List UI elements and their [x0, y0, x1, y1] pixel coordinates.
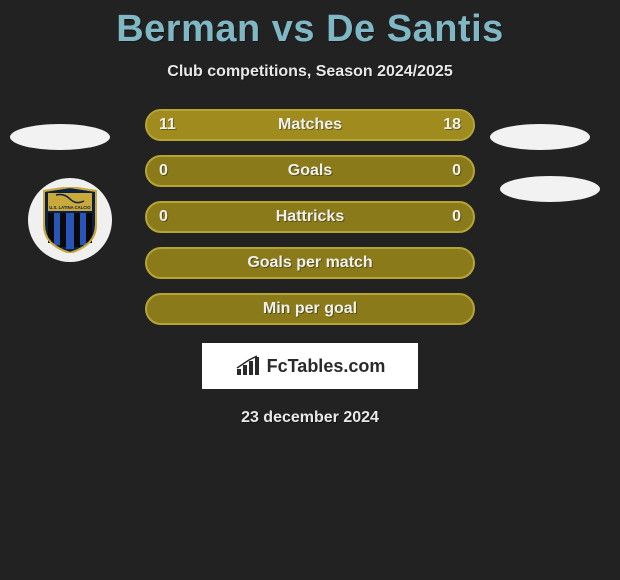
page-title: Berman vs De Santis	[0, 0, 620, 51]
stat-label: Goals per match	[147, 249, 473, 277]
stat-row-matches: 1118Matches	[145, 109, 475, 141]
stat-label: Matches	[147, 111, 473, 139]
watermark-text: FcTables.com	[267, 356, 386, 377]
subtitle: Club competitions, Season 2024/2025	[0, 63, 620, 81]
stat-label: Goals	[147, 157, 473, 185]
stat-row-goals-per-match: Goals per match	[145, 247, 475, 279]
club-shield-icon: U.S. LATINA CALCIO	[42, 187, 98, 253]
ellipse-mid-right	[500, 176, 600, 202]
ellipse-top-left	[10, 124, 110, 150]
watermark: FcTables.com	[202, 343, 418, 389]
club-badge-left: U.S. LATINA CALCIO	[28, 178, 112, 262]
stat-row-min-per-goal: Min per goal	[145, 293, 475, 325]
stat-label: Hattricks	[147, 203, 473, 231]
svg-text:U.S. LATINA CALCIO: U.S. LATINA CALCIO	[49, 205, 91, 210]
stat-row-goals: 00Goals	[145, 155, 475, 187]
stat-row-hattricks: 00Hattricks	[145, 201, 475, 233]
stat-label: Min per goal	[147, 295, 473, 323]
date-text: 23 december 2024	[0, 409, 620, 427]
bar-chart-icon	[235, 355, 261, 377]
ellipse-top-right	[490, 124, 590, 150]
